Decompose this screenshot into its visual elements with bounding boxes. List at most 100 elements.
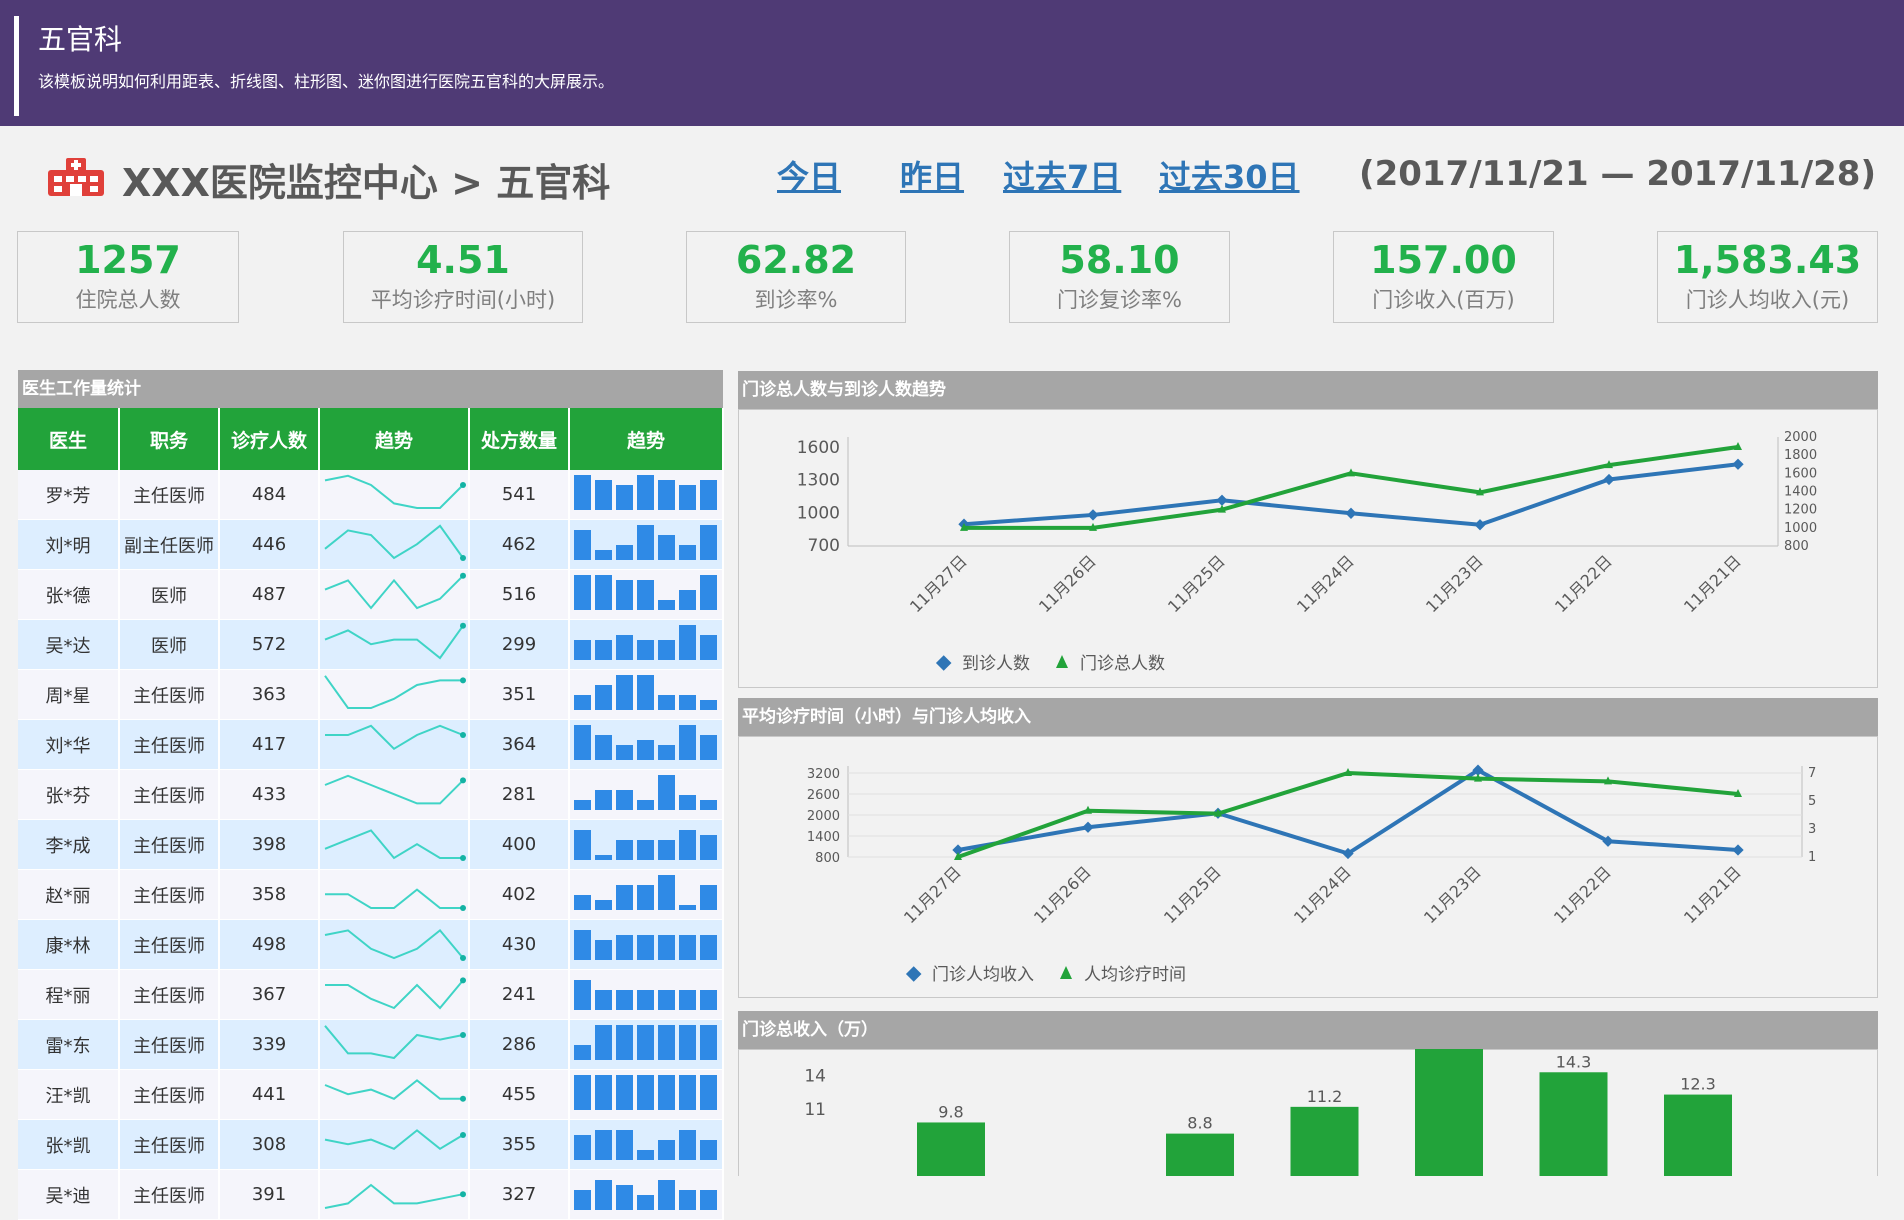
sparkbar-bar: [637, 1195, 654, 1210]
sparkbar-bar: [637, 840, 654, 860]
patients-count-cell: 391: [219, 1169, 320, 1220]
kpi-label: 门诊复诊率%: [1057, 288, 1182, 312]
sparkbar-bar: [679, 590, 696, 610]
patients-count-cell: 498: [219, 919, 320, 970]
sparkbar-bar: [658, 640, 675, 660]
nav-7days-link[interactable]: 过去7日: [1003, 158, 1122, 196]
sparkbar-bar: [658, 535, 675, 560]
doctor-title-cell: 主任医师: [119, 769, 220, 820]
sparkbar-bar: [700, 525, 717, 560]
patients-count-cell: 363: [219, 669, 320, 720]
sparkbar-bar: [574, 895, 591, 910]
table-row[interactable]: 程*丽 主任医师 367 241: [18, 969, 724, 1020]
right-tick-label: 1200: [1784, 503, 1817, 518]
sparkbar-svg: [574, 675, 717, 710]
table-row[interactable]: 吴*达 医师 572 299: [18, 619, 724, 670]
table-row[interactable]: 罗*芳 主任医师 484 541: [18, 470, 724, 520]
table-row[interactable]: 吴*迪 主任医师 391 327: [18, 1169, 724, 1220]
doctor-title-cell: 主任医师: [119, 919, 220, 970]
sparkline-endpoint: [460, 677, 466, 684]
right-tick-label: 1800: [1784, 448, 1817, 463]
sparkbar-bar: [574, 1135, 591, 1160]
col-header-patient-trend[interactable]: 趋势: [319, 408, 470, 470]
right-tick-label: 1600: [1784, 466, 1817, 481]
y-tick-label: 17: [804, 1049, 826, 1053]
nav-yesterday-link[interactable]: 昨日: [900, 158, 965, 196]
sparkbar-bar: [700, 575, 717, 610]
sparkbar-bar: [637, 1075, 654, 1110]
doctor-name-cell: 刘*明: [18, 519, 120, 570]
nav-today-link[interactable]: 今日: [777, 158, 842, 196]
prescriptions-count-cell: 462: [469, 519, 570, 570]
sparkbar-bar: [574, 640, 591, 660]
sparkbar-bar: [700, 935, 717, 960]
revenue-bar: [1290, 1106, 1359, 1176]
sparkbar-bar: [595, 640, 612, 660]
x-tick-label: 11月26日: [1030, 862, 1095, 927]
doctor-title-cell: 主任医师: [119, 1169, 220, 1220]
sparkbar-bar: [658, 600, 675, 610]
doctor-title-cell: 主任医师: [119, 969, 220, 1020]
sparkbar-svg: [574, 1130, 717, 1160]
sparkbar-bar: [679, 990, 696, 1010]
table-row[interactable]: 张*凯 主任医师 308 355: [18, 1119, 724, 1170]
nav-30days-link[interactable]: 过去30日: [1159, 158, 1300, 196]
revenue-bar: [917, 1122, 985, 1176]
sparkbar-bar: [616, 935, 633, 960]
table-row[interactable]: 张*德 医师 487 516: [18, 569, 724, 620]
sparkline-svg: [324, 1129, 466, 1151]
rx-trend-sparkbar: [569, 519, 724, 570]
kpi-card-avg-time: 4.51 平均诊疗时间(小时): [343, 231, 583, 323]
table-row[interactable]: 刘*华 主任医师 417 364: [18, 719, 724, 770]
sparkline-svg: [324, 1079, 466, 1102]
right-tick-label: 1: [1808, 850, 1816, 865]
legend-label: 人均诊疗时间: [1084, 965, 1186, 985]
revenue-bar: [1539, 1072, 1608, 1176]
col-header-title[interactable]: 职务: [119, 408, 220, 470]
prescriptions-count-cell: 402: [469, 869, 570, 920]
prescriptions-count-cell: 241: [469, 969, 570, 1020]
data-point: [1344, 768, 1352, 776]
table-row[interactable]: 刘*明 副主任医师 446 462: [18, 519, 724, 570]
doctor-title-cell: 副主任医师: [119, 519, 220, 570]
workload-header-row: 医生 职务 诊疗人数 趋势 处方数量 趋势: [18, 408, 724, 470]
sparkline-svg: [324, 675, 466, 709]
col-header-rx-trend[interactable]: 趋势: [569, 408, 724, 470]
banner-accent-bar: [14, 16, 19, 116]
col-header-patients[interactable]: 诊疗人数: [219, 408, 320, 470]
sparkbar-bar: [595, 855, 612, 860]
table-row[interactable]: 康*林 主任医师 498 430: [18, 919, 724, 970]
sparkbar-bar: [658, 695, 675, 710]
patient-trend-sparkline: [319, 470, 470, 520]
sparkbar-svg: [574, 1075, 717, 1110]
sparkline-endpoint: [460, 732, 466, 738]
sparkbar-bar: [679, 1130, 696, 1160]
sparkbar-bar: [658, 480, 675, 510]
data-point: [1347, 468, 1355, 477]
doctor-name-cell: 吴*达: [18, 619, 120, 670]
sparkbar-bar: [595, 735, 612, 760]
doctor-name-cell: 吴*迪: [18, 1169, 120, 1220]
sparkbar-svg: [574, 475, 717, 510]
table-row[interactable]: 赵*丽 主任医师 358 402: [18, 869, 724, 920]
sparkline-line: [324, 575, 464, 610]
sparkbar-bar: [679, 935, 696, 960]
sparkline-line: [324, 1079, 463, 1100]
table-row[interactable]: 李*成 主任医师 398 400: [18, 819, 724, 870]
x-tick-label: 11月23日: [1422, 551, 1487, 616]
trend2-panel-title: 平均诊疗时间（小时）与门诊人均收入: [738, 698, 1878, 736]
right-tick-label: 5: [1808, 794, 1816, 809]
sparkbar-bar: [574, 930, 591, 960]
table-row[interactable]: 周*星 主任医师 363 351: [18, 669, 724, 720]
sparkbar-bar: [658, 990, 675, 1010]
sparkline-svg: [324, 929, 466, 961]
sparkbar-bar: [679, 695, 696, 710]
table-row[interactable]: 汪*凯 主任医师 441 455: [18, 1069, 724, 1120]
table-row[interactable]: 雷*东 主任医师 339 286: [18, 1019, 724, 1070]
col-header-doctor[interactable]: 医生: [18, 408, 120, 470]
legend-diamond-icon: [935, 655, 952, 671]
col-header-prescriptions[interactable]: 处方数量: [469, 408, 570, 470]
doctor-title-cell: 主任医师: [119, 470, 220, 520]
sparkbar-bar: [616, 485, 633, 510]
table-row[interactable]: 张*芬 主任医师 433 281: [18, 769, 724, 820]
